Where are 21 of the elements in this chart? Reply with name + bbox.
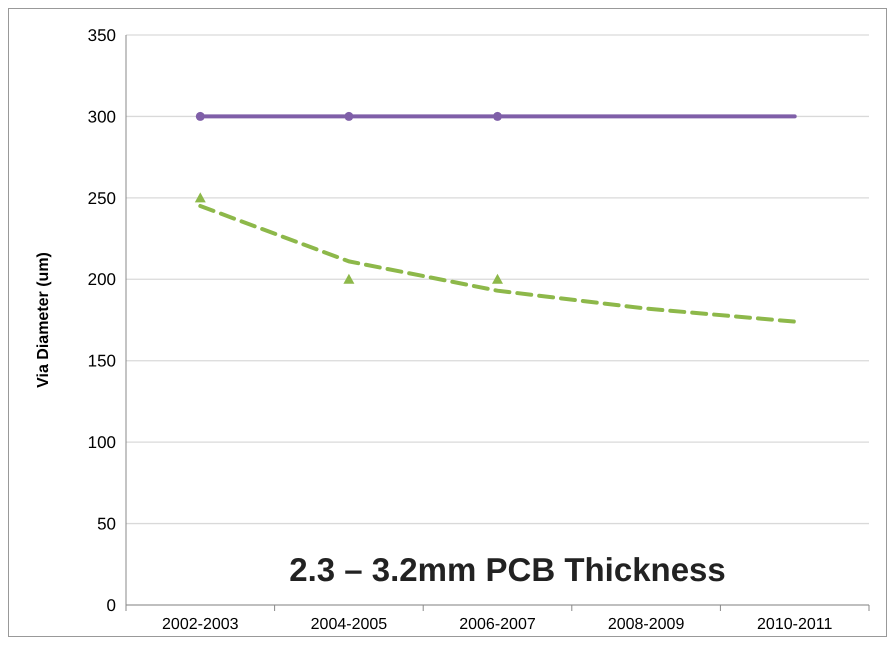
x-tick-label: 2002-2003 [162,616,239,633]
point [344,112,354,121]
y-tick-label: 200 [88,270,116,290]
text: 2.3 – 3.2mm PCB Thickness [289,551,726,588]
point [493,112,502,121]
y-tick-label: 100 [88,433,116,452]
y-tick-label: 300 [88,107,116,126]
point [196,112,205,121]
point [194,192,206,202]
y-tick-label: 50 [97,514,116,534]
y-tick-label: 150 [88,352,116,371]
x-tick-label: 2010-2011 [757,616,832,633]
x-tick-label: 2004-2005 [310,616,388,633]
y-tick-label: 0 [106,596,116,615]
point [492,274,503,284]
y-axis-title: Via Diameter (um) [35,252,52,388]
point [343,274,354,284]
x-tick-label: 2008-2009 [608,616,684,633]
y-tick-label: 250 [88,188,116,208]
x-tick-label: 2006-2007 [459,616,536,633]
y-tick-label: 350 [88,26,116,45]
